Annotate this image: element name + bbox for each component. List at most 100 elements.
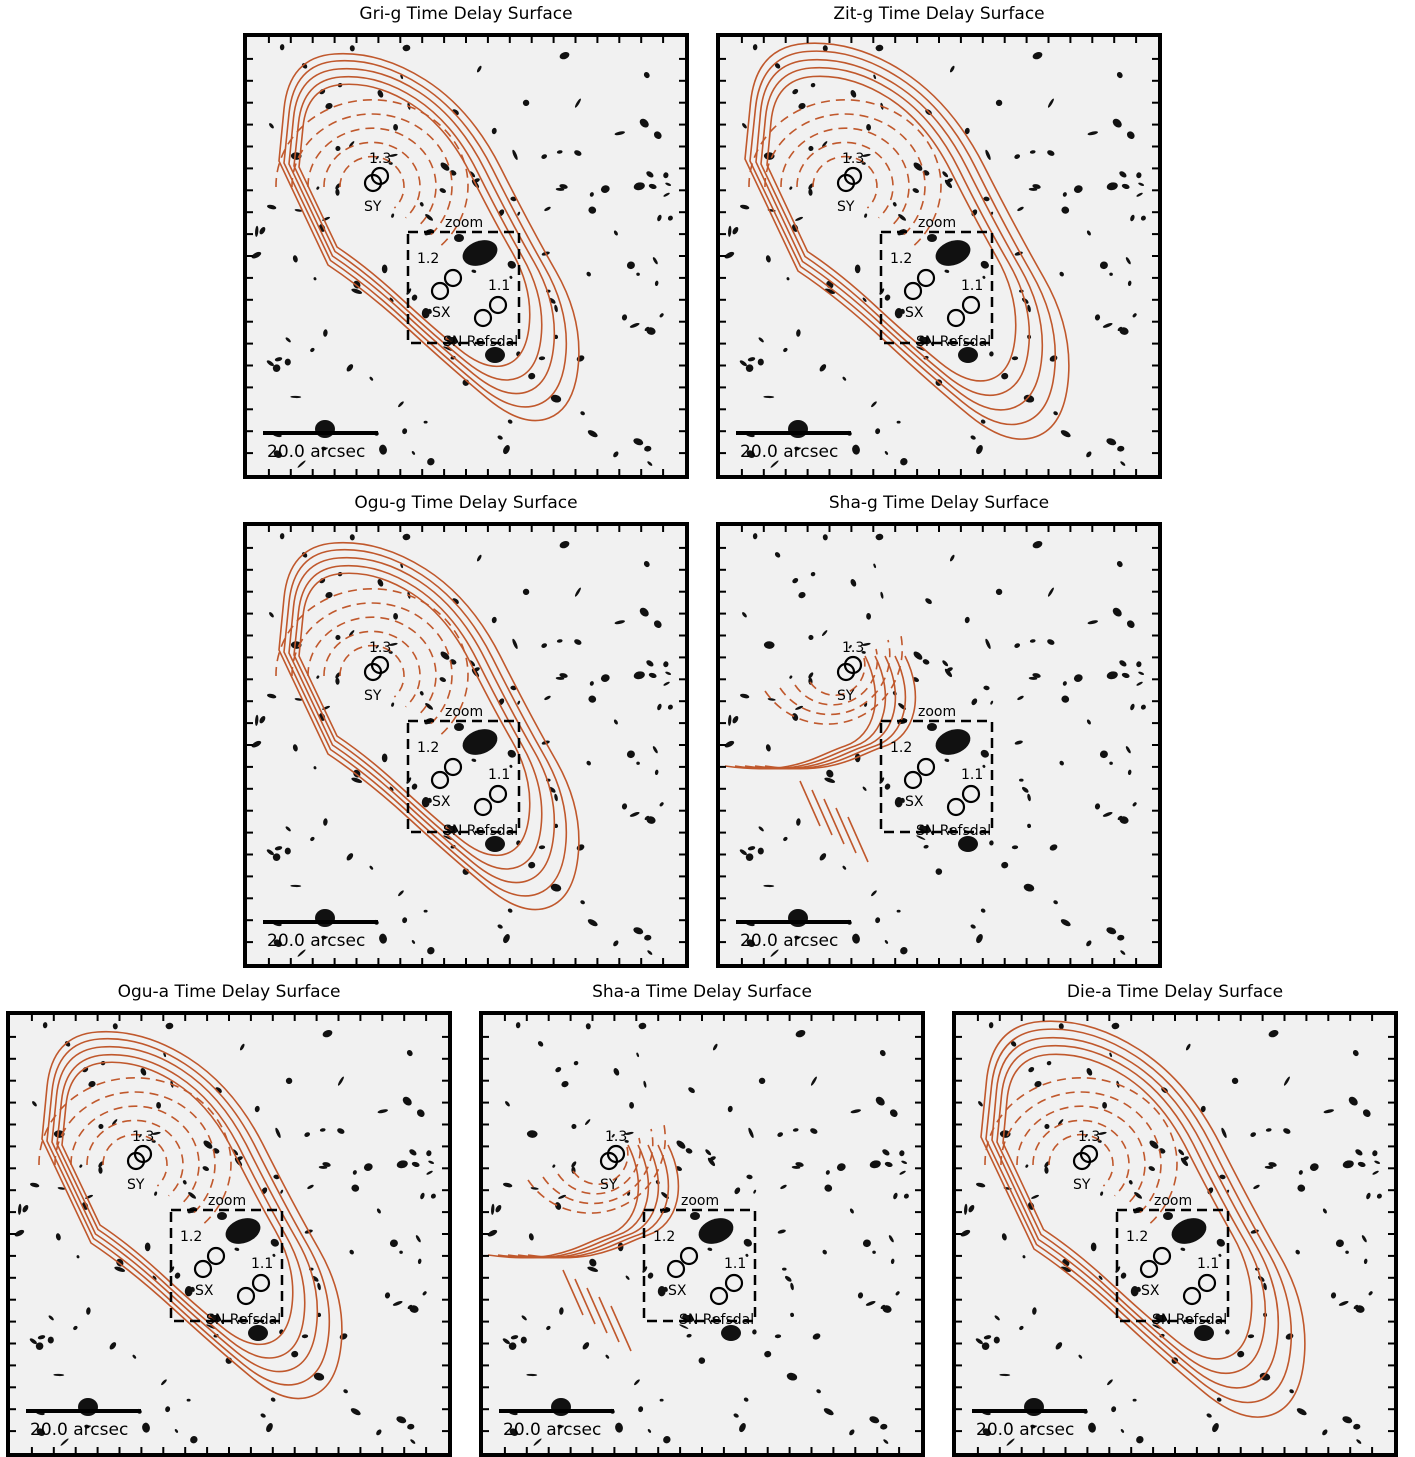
galaxy xyxy=(1345,1250,1349,1254)
galaxy xyxy=(440,162,450,171)
image-sx-label: SX xyxy=(432,794,451,810)
galaxy xyxy=(267,693,277,699)
galaxy xyxy=(588,206,597,214)
galaxy xyxy=(1335,1239,1344,1248)
galaxy xyxy=(546,1325,551,1331)
image-1-3-marker xyxy=(843,166,863,186)
galaxy xyxy=(430,1193,436,1199)
contour-line xyxy=(598,1296,620,1343)
galaxy xyxy=(823,1408,834,1416)
galaxy xyxy=(1355,1149,1363,1156)
galaxy xyxy=(862,1239,871,1248)
galaxy xyxy=(888,1235,894,1243)
image-sy-label: SY xyxy=(837,199,855,215)
galaxy xyxy=(985,638,991,649)
galaxy xyxy=(76,1255,80,1259)
galaxy xyxy=(1028,676,1038,680)
contour-dashed xyxy=(291,602,453,727)
galaxy xyxy=(348,630,355,637)
galaxy xyxy=(982,1428,991,1436)
galaxy xyxy=(574,639,582,645)
galaxy xyxy=(351,777,363,783)
galaxy xyxy=(636,761,640,765)
galaxy xyxy=(613,719,618,725)
galaxy xyxy=(1019,1325,1024,1331)
galaxy xyxy=(752,1329,757,1335)
galaxy xyxy=(646,816,656,824)
galaxy xyxy=(639,607,649,617)
contour-line xyxy=(288,556,556,884)
panel-plot: zoom 1.3 SY 1.2 SX 1.1 SN Refsdal 20.0 arcsec xyxy=(483,1015,921,1453)
galaxy xyxy=(822,534,828,541)
galaxy xyxy=(259,715,266,724)
galaxy xyxy=(317,1312,322,1318)
galaxy xyxy=(647,1272,654,1279)
galaxy xyxy=(509,1428,518,1436)
galaxy xyxy=(234,1247,240,1251)
galaxy xyxy=(796,818,801,826)
galaxy xyxy=(792,89,799,95)
galaxy xyxy=(705,1149,712,1156)
galaxy xyxy=(348,141,355,148)
contour-line xyxy=(293,75,543,381)
galaxy xyxy=(1119,327,1129,335)
galaxy xyxy=(1034,1080,1042,1088)
galaxy xyxy=(1062,681,1067,686)
galaxy xyxy=(266,1423,273,1433)
galaxy xyxy=(285,337,291,343)
galaxy xyxy=(1019,778,1024,782)
galaxy xyxy=(869,1416,880,1424)
galaxy xyxy=(1030,1424,1036,1429)
galaxy xyxy=(1117,934,1125,941)
contour-line xyxy=(527,1144,680,1259)
galaxy xyxy=(912,188,920,193)
panel-frame: zoom 1.3 SY 1.2 SX 1.1 SN Refsdal 20.0 arcsec xyxy=(6,1011,452,1457)
galaxy xyxy=(402,917,408,924)
galaxy xyxy=(186,1398,191,1402)
galaxy xyxy=(399,1250,403,1254)
sn-refsdal-marker xyxy=(1182,1286,1202,1306)
scalebar-label: 20.0 arcsec xyxy=(267,442,365,462)
galaxy xyxy=(443,346,453,351)
galaxy xyxy=(1362,1109,1371,1117)
galaxy xyxy=(290,884,302,888)
galaxy xyxy=(322,1162,331,1167)
galaxy xyxy=(512,149,518,160)
galaxy xyxy=(42,1022,48,1029)
galaxy xyxy=(647,950,653,955)
galaxy xyxy=(1295,1249,1300,1255)
galaxy xyxy=(861,162,866,165)
galaxy xyxy=(740,204,750,210)
galaxy xyxy=(1352,1050,1359,1057)
galaxy xyxy=(848,644,852,649)
galaxy xyxy=(389,297,394,302)
galaxy xyxy=(792,1128,799,1132)
galaxy xyxy=(471,758,477,762)
galaxy xyxy=(861,642,871,646)
galaxy xyxy=(624,1131,634,1135)
contour-dashed xyxy=(86,1119,184,1197)
galaxy xyxy=(1216,1238,1225,1247)
galaxy xyxy=(890,1258,895,1265)
sn-refsdal-marker xyxy=(946,308,966,328)
galaxy xyxy=(1130,1286,1139,1297)
galaxy xyxy=(381,753,388,763)
galaxy xyxy=(272,1253,276,1257)
galaxy xyxy=(1264,1165,1274,1169)
galaxy xyxy=(1128,1180,1133,1185)
galaxy xyxy=(1259,1372,1271,1381)
panel-title: Ogu-g Time Delay Surface xyxy=(354,493,578,513)
galaxy xyxy=(644,934,652,941)
galaxy xyxy=(659,1398,664,1402)
image-1-2-marker xyxy=(443,757,463,777)
galaxy xyxy=(857,1292,864,1299)
galaxy xyxy=(712,1316,716,1320)
galaxy xyxy=(1049,844,1058,851)
galaxy xyxy=(1010,1041,1017,1047)
galaxy xyxy=(580,411,585,416)
galaxy xyxy=(502,1338,510,1345)
galaxy xyxy=(629,1101,634,1109)
galaxy xyxy=(999,1373,1011,1377)
galaxy xyxy=(600,674,610,682)
galaxy xyxy=(1253,1184,1260,1190)
